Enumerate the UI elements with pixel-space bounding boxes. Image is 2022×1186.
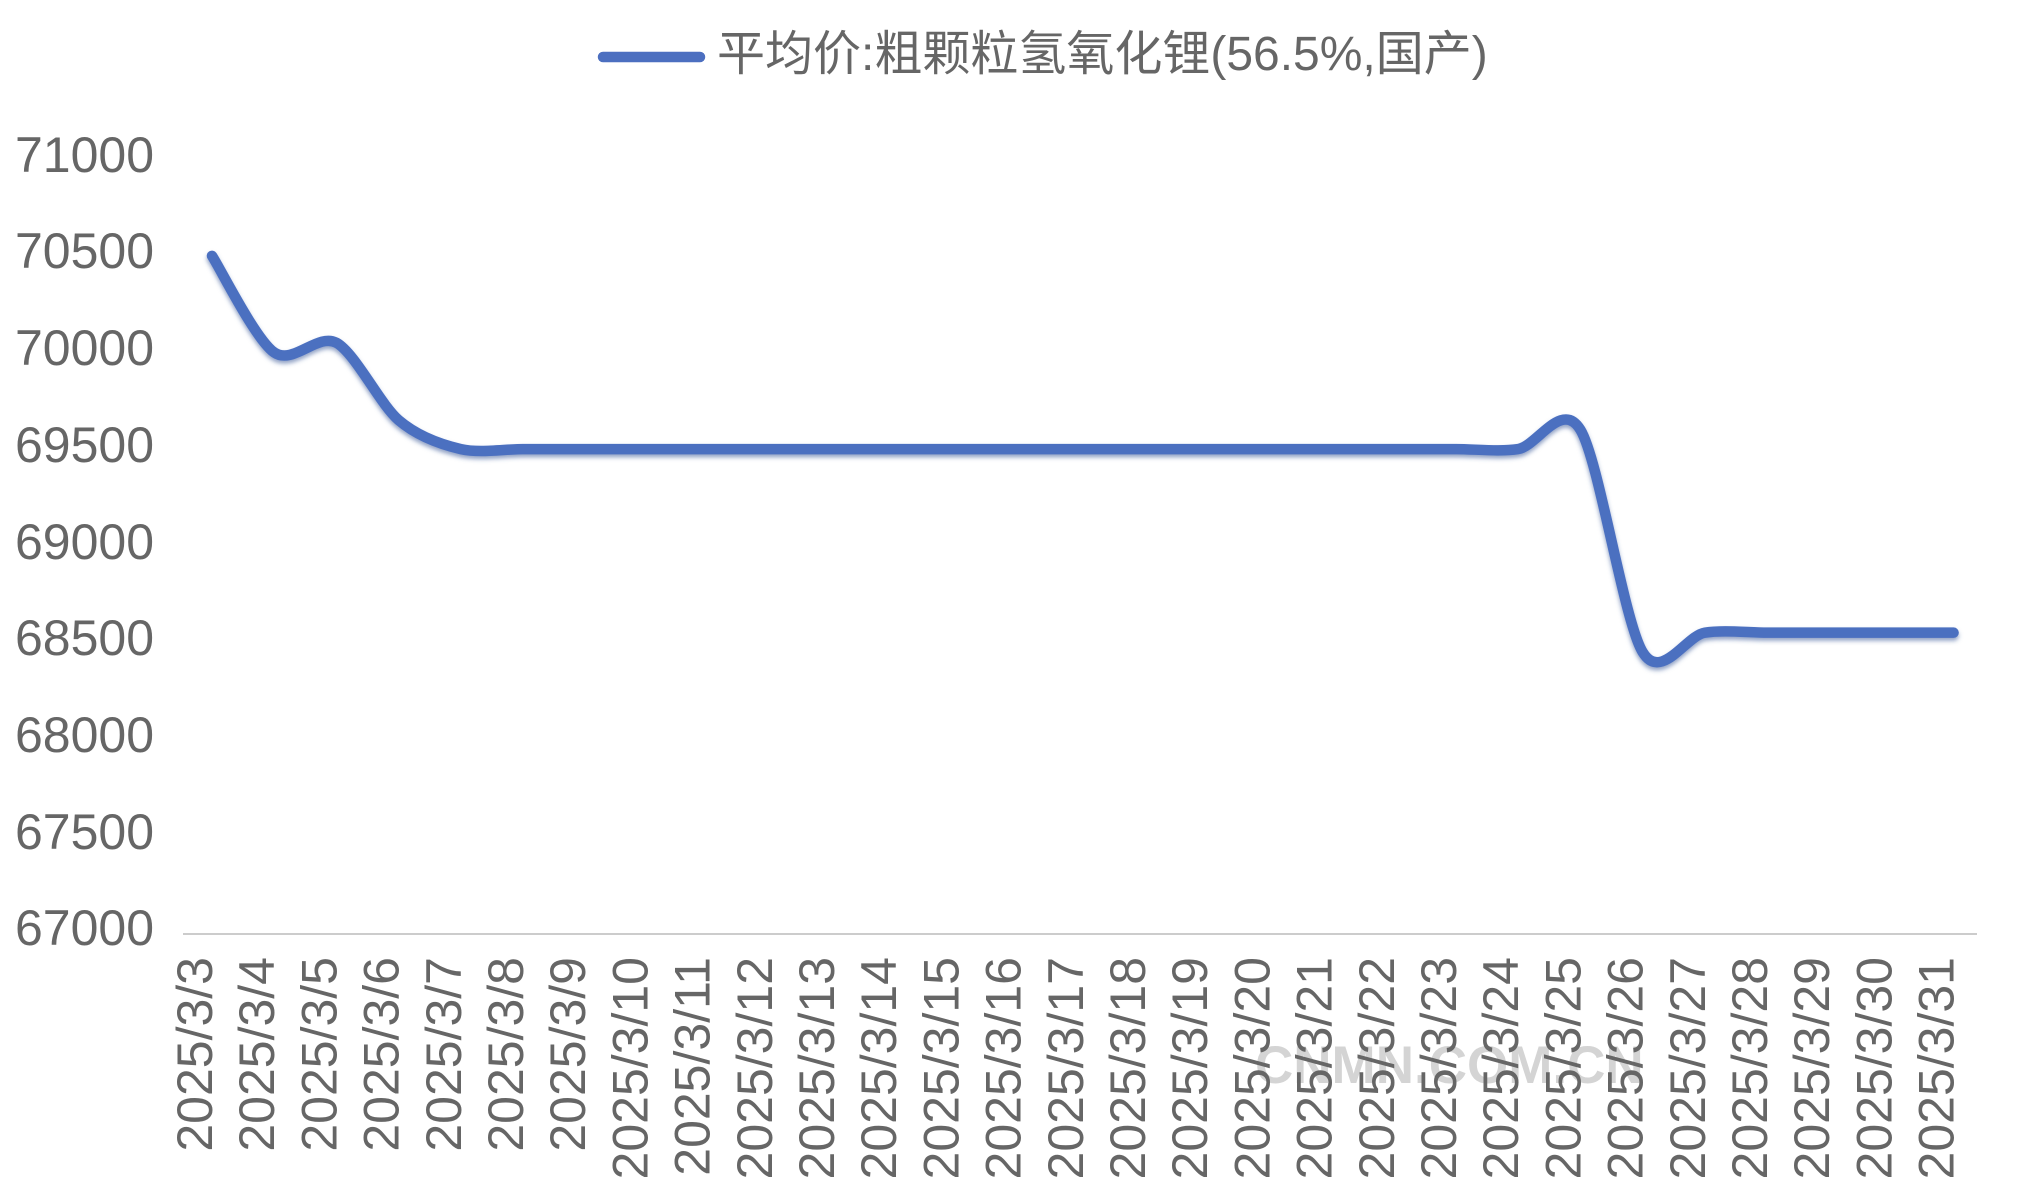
svg-text:2025/3/15: 2025/3/15 <box>913 957 969 1179</box>
svg-text:2025/3/29: 2025/3/29 <box>1784 957 1840 1179</box>
svg-text:70500: 70500 <box>15 223 154 279</box>
svg-text:2025/3/20: 2025/3/20 <box>1224 957 1280 1179</box>
svg-text:2025/3/28: 2025/3/28 <box>1722 957 1778 1179</box>
svg-text:2025/3/13: 2025/3/13 <box>789 957 845 1179</box>
svg-text:2025/3/27: 2025/3/27 <box>1660 957 1716 1179</box>
svg-text:2025/3/17: 2025/3/17 <box>1038 957 1094 1179</box>
svg-text:2025/3/19: 2025/3/19 <box>1162 957 1218 1179</box>
svg-text:68500: 68500 <box>15 610 154 666</box>
svg-text:2025/3/24: 2025/3/24 <box>1473 957 1529 1179</box>
svg-text:2025/3/31: 2025/3/31 <box>1909 957 1965 1179</box>
svg-text:2025/3/14: 2025/3/14 <box>851 957 907 1179</box>
svg-text:2025/3/4: 2025/3/4 <box>229 957 285 1152</box>
svg-text:2025/3/21: 2025/3/21 <box>1287 957 1343 1179</box>
svg-text:67500: 67500 <box>15 804 154 860</box>
svg-text:2025/3/23: 2025/3/23 <box>1411 957 1467 1179</box>
svg-text:2025/3/7: 2025/3/7 <box>416 957 472 1152</box>
svg-text:2025/3/11: 2025/3/11 <box>665 957 721 1176</box>
svg-text:2025/3/16: 2025/3/16 <box>976 957 1032 1179</box>
svg-text:71000: 71000 <box>15 127 154 183</box>
svg-text:2025/3/10: 2025/3/10 <box>602 957 658 1179</box>
svg-text:2025/3/30: 2025/3/30 <box>1846 957 1902 1179</box>
svg-text:69000: 69000 <box>15 514 154 570</box>
svg-text:2025/3/9: 2025/3/9 <box>540 957 596 1152</box>
svg-text:2025/3/22: 2025/3/22 <box>1349 957 1405 1179</box>
svg-text:2025/3/25: 2025/3/25 <box>1535 957 1591 1179</box>
svg-text:67000: 67000 <box>15 900 154 956</box>
svg-text:2025/3/26: 2025/3/26 <box>1598 957 1654 1179</box>
svg-text:平均价:粗颗粒氢氧化锂(56.5%,国产): 平均价:粗颗粒氢氧化锂(56.5%,国产) <box>717 28 1488 81</box>
svg-text:2025/3/6: 2025/3/6 <box>354 957 410 1152</box>
svg-text:2025/3/12: 2025/3/12 <box>727 957 783 1179</box>
svg-text:2025/3/18: 2025/3/18 <box>1100 957 1156 1179</box>
svg-text:2025/3/8: 2025/3/8 <box>478 957 534 1152</box>
svg-text:69500: 69500 <box>15 417 154 473</box>
svg-text:2025/3/3: 2025/3/3 <box>167 957 223 1152</box>
svg-text:2025/3/5: 2025/3/5 <box>291 957 347 1152</box>
svg-text:70000: 70000 <box>15 320 154 376</box>
svg-text:68000: 68000 <box>15 707 154 763</box>
